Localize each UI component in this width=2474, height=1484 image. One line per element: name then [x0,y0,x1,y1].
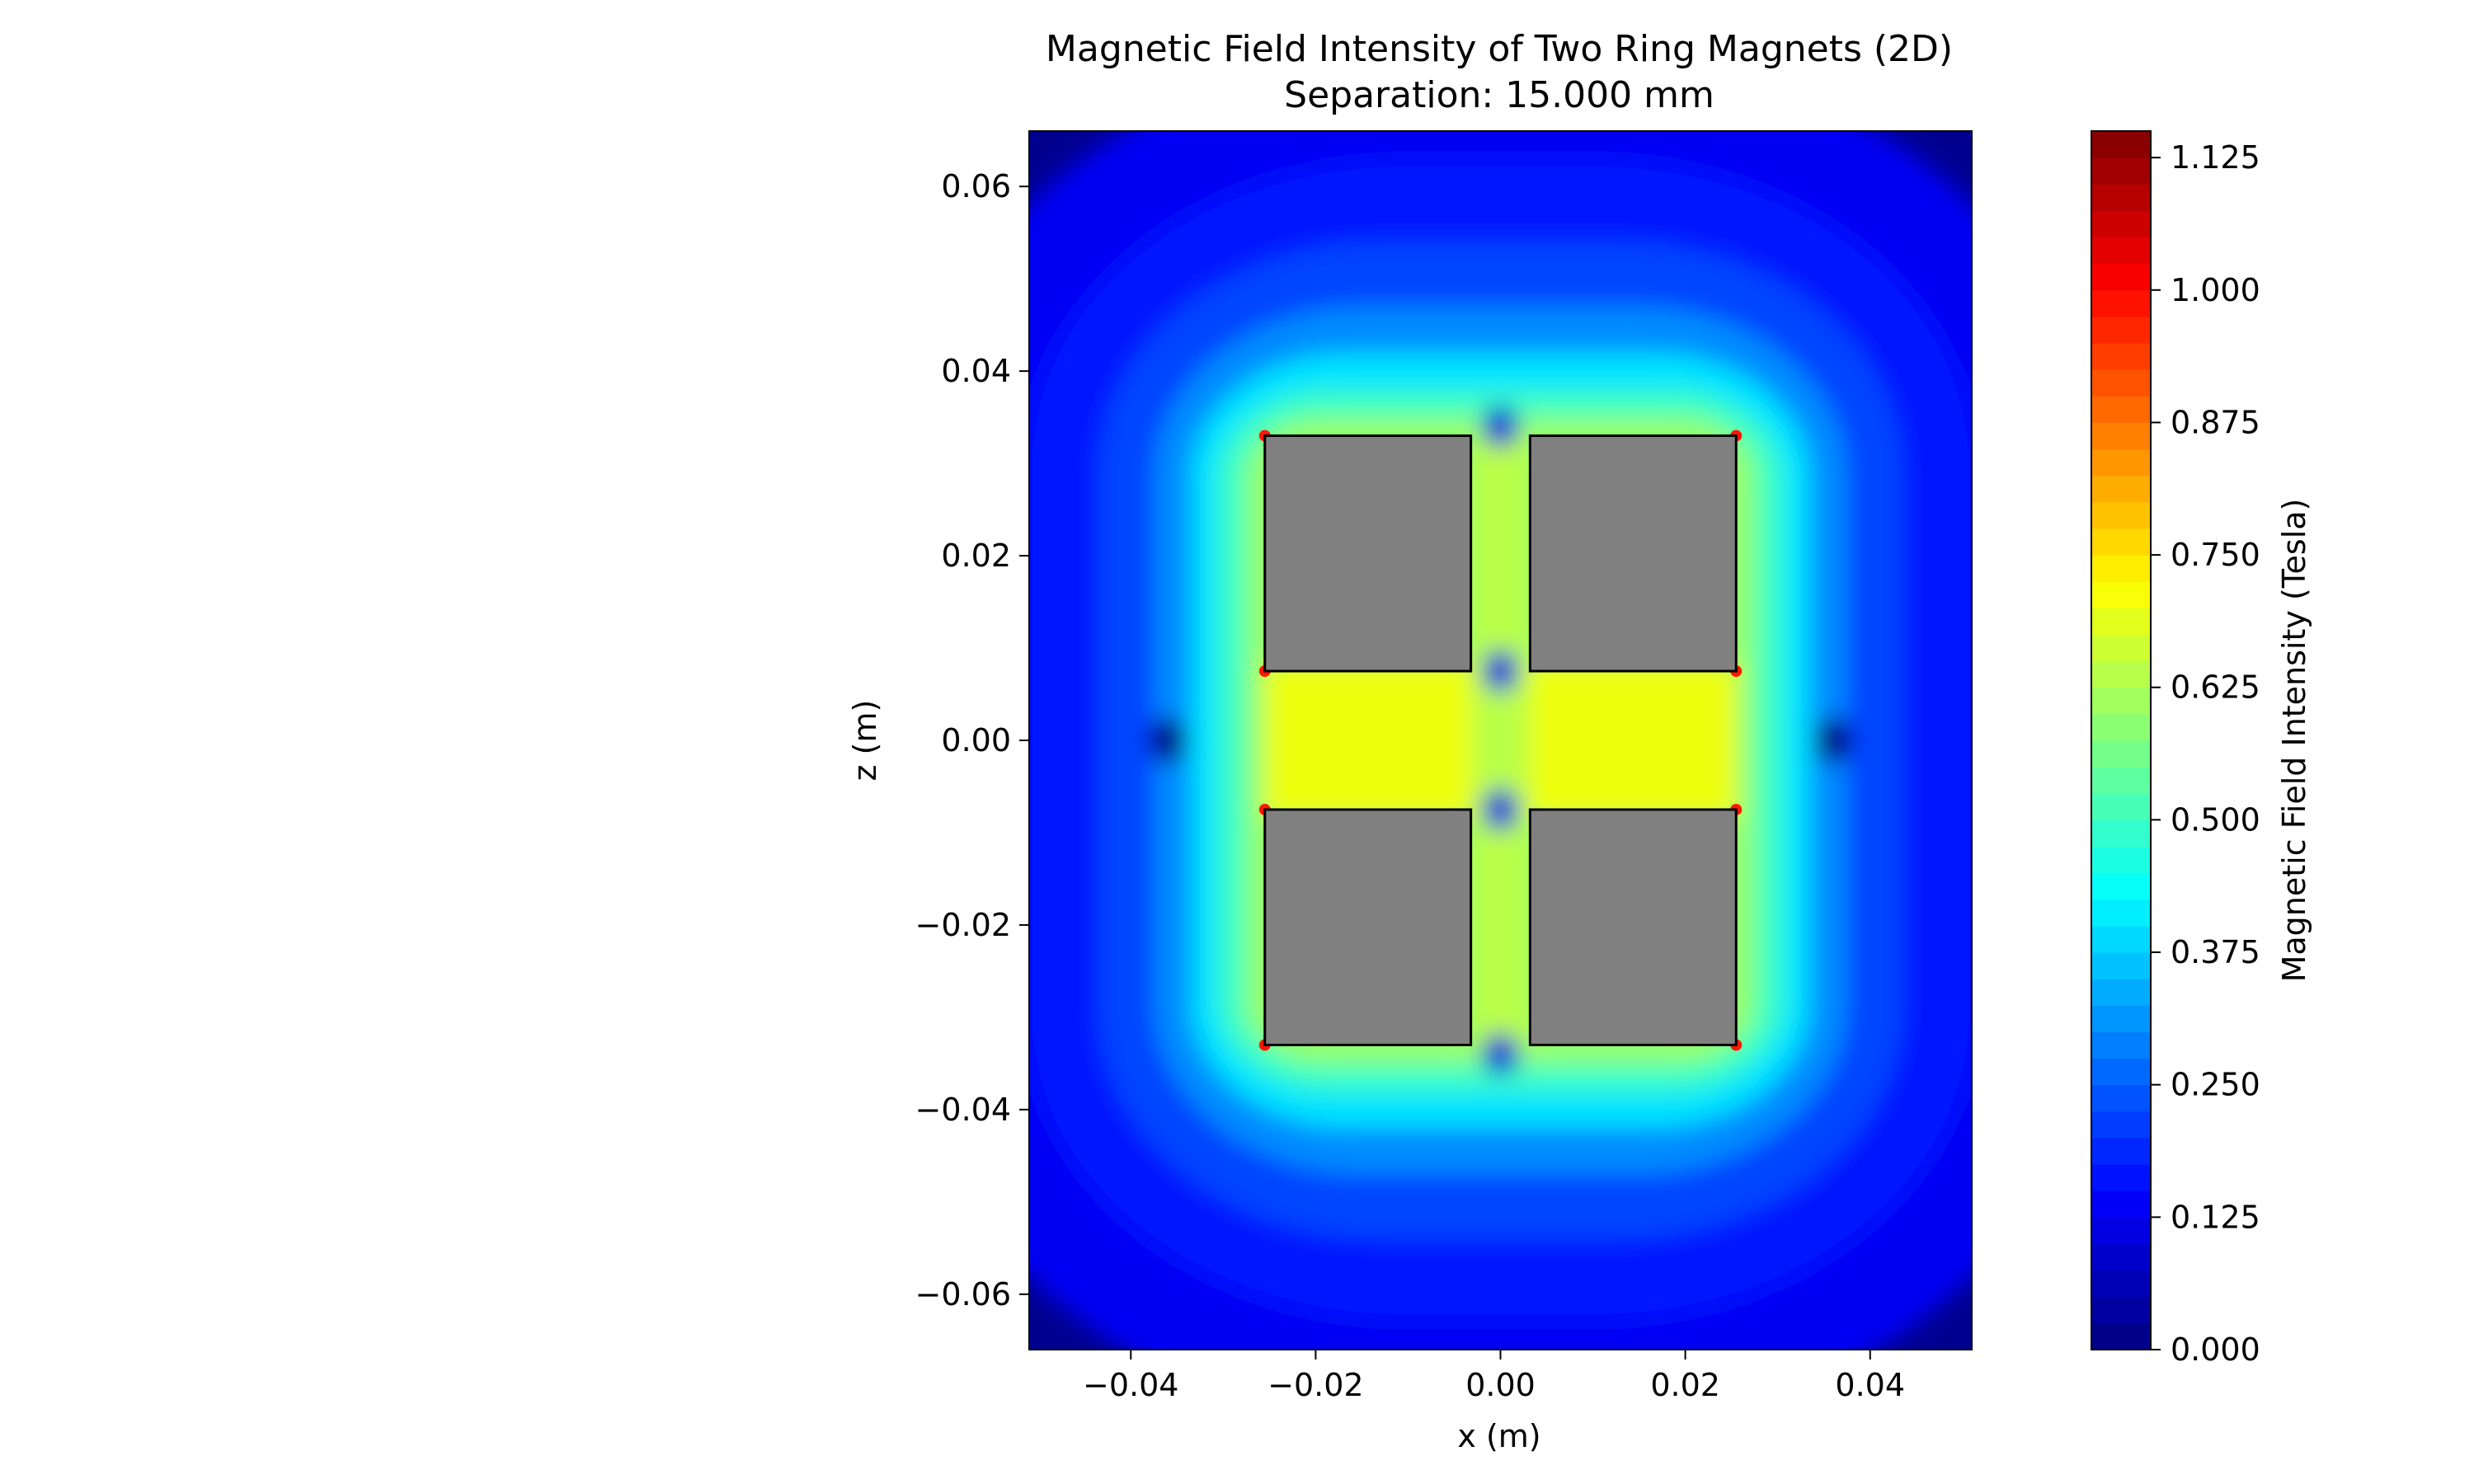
colorbar-tick-label: 0.875 [2171,404,2260,440]
magnet-cross-section [1528,434,1738,673]
x-tick-label: 0.02 [1650,1367,1720,1403]
field-null-spot [1482,787,1519,831]
colorbar-tick-label: 1.125 [2171,139,2260,176]
y-tick-label: 0.06 [941,168,1011,204]
magnet-cross-section [1263,808,1473,1047]
colorbar-level [2091,1111,2151,1139]
colorbar-tick-label: 0.750 [2171,537,2260,573]
colorbar-level [2091,713,2151,741]
colorbar-label: Magnetic Field Intensity (Tesla) [2276,499,2312,983]
colorbar-level [2091,1058,2151,1086]
colorbar-level [2091,289,2151,317]
colorbar-level [2091,369,2151,397]
colorbar-level [2091,131,2151,158]
field-null-spot [1482,1032,1519,1076]
colorbar-level [2091,634,2151,662]
colorbar-level [2091,793,2151,820]
colorbar-level [2091,475,2151,503]
colorbar-level [2091,1164,2151,1191]
colorbar-level [2091,237,2151,265]
colorbar-level [2091,316,2151,344]
colorbar-level [2091,1322,2151,1350]
colorbar-level [2091,422,2151,450]
colorbar-level [2091,528,2151,556]
y-tick-label: 0.04 [941,353,1011,389]
colorbar-level [2091,846,2151,874]
y-tick-label: −0.02 [915,907,1011,943]
colorbar-level [2091,396,2151,424]
x-axis: −0.04 −0.02 0.00 0.02 0.04 [1083,1350,1905,1403]
y-tick-label: 0.00 [941,722,1011,758]
magnets [1263,434,1738,1047]
colorbar-level [2091,1137,2151,1165]
y-tick-label: −0.06 [915,1276,1011,1313]
colorbar-level [2091,1243,2151,1271]
colorbar-tick-label: 0.375 [2171,934,2260,970]
colorbar-level [2091,184,2151,211]
y-axis: 0.06 0.04 0.02 0.00 −0.02 −0.04 −0.06 [915,168,1029,1313]
colorbar-tick-label: 0.125 [2171,1199,2260,1235]
colorbar: 0.000 0.125 0.250 0.375 0.500 0.625 0.750 0.875… [2091,130,2260,1368]
colorbar-level [2091,872,2151,900]
colorbar-level [2091,1031,2151,1059]
colorbar-frame [2091,130,2152,1350]
colorbar-level [2091,660,2151,688]
colorbar-level [2091,157,2151,185]
field-heatmap [1029,131,1972,1350]
field-gap-band [1470,435,1531,1045]
colorbar-level [2091,1005,2151,1033]
colorbar-level [2091,448,2151,477]
colorbar-level [2091,899,2151,927]
y-tick-label: −0.04 [915,1092,1011,1128]
field-null-spot [1482,650,1519,693]
colorbar-level [2091,1270,2151,1298]
colorbar-tick-label: 0.625 [2171,669,2260,706]
field-null-spot [1150,717,1187,763]
colorbar-level [2091,608,2151,636]
field-null-spot [1482,405,1519,448]
colorbar-level [2091,687,2151,715]
x-axis-label: x (m) [1457,1418,1540,1454]
colorbar-level [2091,263,2151,291]
colorbar-level [2091,925,2151,953]
colorbar-level [2091,740,2151,768]
colorbar-level [2091,1296,2151,1324]
colorbar-level [2091,979,2151,1006]
y-tick-label: 0.02 [941,538,1011,574]
colorbar-level [2091,555,2151,582]
x-tick-label: 0.04 [1835,1367,1905,1403]
colorbar-tick-label: 0.250 [2171,1067,2260,1103]
x-tick-label: 0.00 [1465,1367,1536,1403]
colorbar-level [2091,1084,2151,1112]
colorbar-level [2091,1217,2151,1245]
colorbar-level [2091,952,2151,979]
field-null-spot [1814,717,1851,763]
colorbar-tick-label: 0.500 [2171,801,2260,838]
colorbar-level [2091,581,2151,608]
colorbar-level [2091,343,2151,370]
chart-subtitle: Separation: 15.000 mm [1284,74,1714,116]
colorbar-level [2091,501,2151,529]
colorbar-level [2091,819,2151,848]
colorbar-level [2091,1190,2151,1218]
x-tick-label: −0.04 [1083,1367,1178,1403]
y-axis-label: z (m) [847,700,883,782]
colorbar-tick-label: 0.000 [2171,1331,2260,1368]
magnet-cross-section [1263,434,1473,673]
colorbar-level [2091,210,2151,238]
magnet-cross-section [1528,808,1738,1047]
colorbar-tick-label: 1.000 [2171,272,2260,308]
colorbar-level [2091,767,2151,794]
chart-title: Magnetic Field Intensity of Two Ring Mag… [1046,28,1953,70]
x-tick-label: −0.02 [1268,1367,1363,1403]
